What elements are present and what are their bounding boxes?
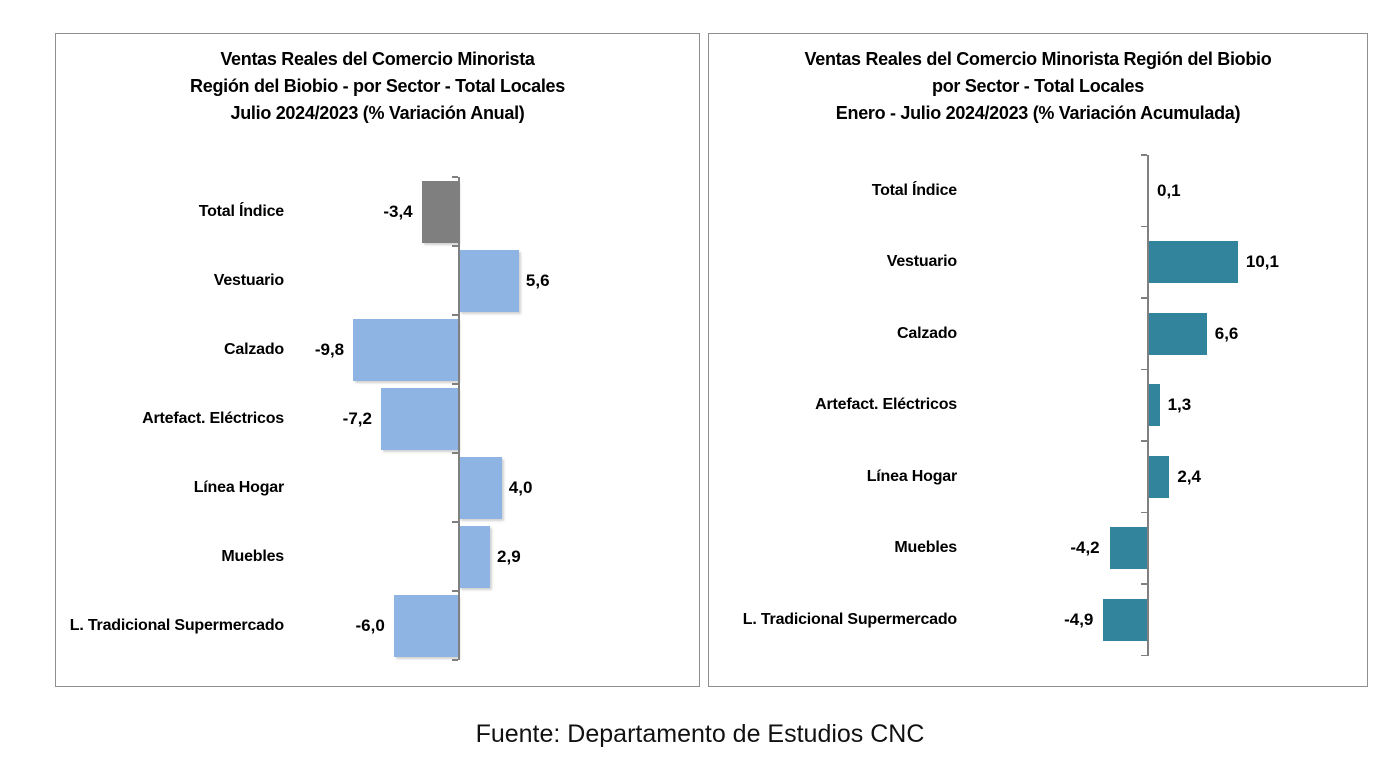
chart-title-line: por Sector - Total Locales bbox=[932, 76, 1144, 96]
chart-title: Ventas Reales del Comercio Minorista Reg… bbox=[56, 46, 699, 127]
axis-tick bbox=[452, 176, 458, 178]
bar bbox=[1148, 384, 1160, 427]
value-label: -3,4 bbox=[383, 201, 413, 221]
value-label: 2,4 bbox=[1177, 466, 1201, 486]
axis-line bbox=[458, 177, 460, 660]
bar bbox=[1103, 598, 1147, 641]
plot-area: Total Índice 0,1 Vestuario 10,1 Calzado 6,6 Ar… bbox=[709, 34, 1367, 686]
category-label: Vestuario bbox=[213, 271, 284, 289]
value-label: 0,1 bbox=[1157, 180, 1181, 200]
bar bbox=[1148, 241, 1238, 284]
chart-title-line: Ventas Reales del Comercio Minorista bbox=[220, 49, 535, 69]
chart-title-line: Julio 2024/2023 (% Variación Anual) bbox=[230, 103, 525, 123]
category-label: Vestuario bbox=[886, 253, 957, 271]
value-label: -9,8 bbox=[314, 339, 345, 359]
chart-title-line: Enero - Julio 2024/2023 (% Variación Acu… bbox=[835, 103, 1241, 123]
chart-panel-accumulated-variation: Ventas Reales del Comercio Minorista Reg… bbox=[708, 33, 1368, 687]
bar bbox=[459, 525, 491, 588]
category-label: L. Tradicional Supermercado bbox=[69, 616, 284, 634]
axis-tick bbox=[1141, 511, 1147, 514]
chart-title-line: Región del Biobio - por Sector - Total L… bbox=[190, 76, 565, 96]
value-label: 6,6 bbox=[1214, 323, 1239, 343]
axis-tick bbox=[452, 314, 458, 316]
category-label: Total Índice bbox=[198, 202, 285, 220]
bar bbox=[421, 180, 458, 243]
axis-tick bbox=[1141, 654, 1147, 657]
axis-tick bbox=[1141, 154, 1147, 156]
category-label: Calzado bbox=[897, 324, 957, 342]
category-label: Muebles bbox=[221, 547, 284, 565]
value-label: 5,6 bbox=[525, 270, 550, 290]
axis-tick bbox=[452, 383, 458, 385]
axis-tick bbox=[452, 452, 458, 454]
axis-tick bbox=[452, 659, 458, 661]
source-caption: Fuente: Departamento de Estudios CNC bbox=[475, 720, 925, 748]
value-label: -4,2 bbox=[1070, 538, 1100, 558]
category-label: Línea Hogar bbox=[866, 467, 957, 485]
axis-tick bbox=[1141, 297, 1147, 299]
category-label: Artefact. Eléctricos bbox=[815, 396, 957, 414]
axis-tick bbox=[452, 590, 458, 592]
bar bbox=[1148, 455, 1170, 498]
bar bbox=[353, 318, 458, 381]
axis-tick bbox=[1141, 583, 1147, 585]
value-label: 2,9 bbox=[497, 546, 521, 566]
value-label: 10,1 bbox=[1245, 252, 1279, 272]
axis-tick bbox=[1141, 368, 1147, 371]
chart-title-line: Ventas Reales del Comercio Minorista Reg… bbox=[804, 49, 1272, 69]
bar bbox=[380, 387, 458, 450]
chart-title: Ventas Reales del Comercio Minorista Reg… bbox=[709, 46, 1367, 127]
category-label: Muebles bbox=[894, 539, 957, 557]
axis-tick bbox=[1141, 440, 1147, 442]
category-label: Línea Hogar bbox=[193, 478, 284, 496]
category-label: Calzado bbox=[224, 340, 284, 358]
value-label: -6,0 bbox=[355, 615, 385, 635]
value-label: 4,0 bbox=[508, 477, 533, 497]
axis-line bbox=[1147, 155, 1149, 656]
bar bbox=[1109, 527, 1147, 570]
bar bbox=[459, 456, 502, 519]
value-label: -7,2 bbox=[342, 408, 372, 428]
axis-tick bbox=[452, 245, 458, 247]
bar bbox=[1148, 312, 1207, 355]
bar bbox=[1148, 169, 1149, 212]
plot-area: Total Índice -3,4 Vestuario 5,6 Calzado -9,8 A… bbox=[56, 34, 699, 686]
bar bbox=[393, 594, 458, 657]
value-label: 1,3 bbox=[1167, 395, 1192, 415]
category-label: L. Tradicional Supermercado bbox=[742, 610, 957, 628]
axis-tick bbox=[452, 521, 458, 523]
bar bbox=[459, 249, 519, 312]
chart-panel-monthly-variation: Ventas Reales del Comercio Minorista Reg… bbox=[55, 33, 700, 687]
category-label: Artefact. Eléctricos bbox=[142, 409, 284, 427]
category-label: Total Índice bbox=[871, 181, 958, 199]
axis-tick bbox=[1141, 225, 1147, 228]
value-label: -4,9 bbox=[1064, 609, 1094, 629]
